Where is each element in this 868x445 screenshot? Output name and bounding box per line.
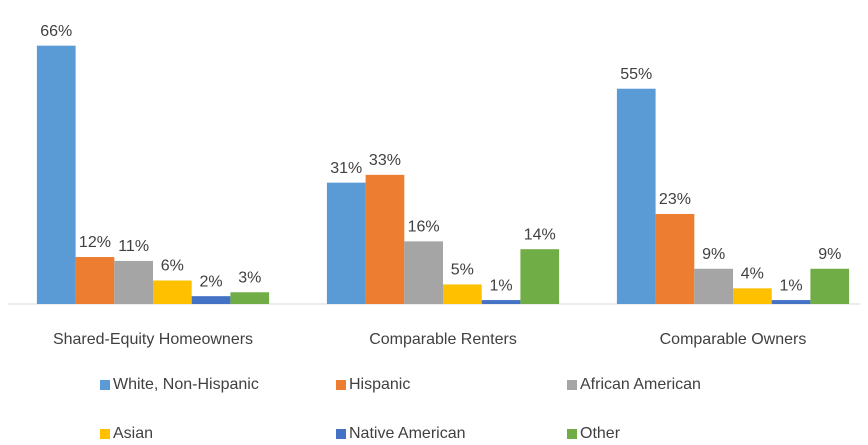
legend-swatch [336,429,346,439]
bar [655,213,695,304]
bar [191,296,231,304]
value-label: 1% [779,277,802,294]
x-tick-label: Comparable Renters [369,331,517,348]
bar [404,241,443,304]
bar [153,280,192,304]
value-label: 31% [330,160,362,177]
value-label: 2% [199,273,222,290]
bar [230,292,270,304]
value-label: 16% [408,219,440,236]
legend-swatch [567,429,577,439]
value-label: 11% [118,238,149,255]
bar [365,174,405,304]
bar [75,257,115,304]
legend-swatch [567,380,577,390]
x-tick-label: Comparable Owners [660,331,807,348]
value-label: 9% [818,246,841,263]
bar [443,284,482,304]
legend-label: Native American [349,425,466,442]
bar [36,45,76,305]
bar [114,260,153,304]
value-label: 1% [489,277,512,294]
value-label: 66% [40,23,72,40]
value-label: 23% [659,191,691,208]
bar [771,300,811,304]
value-label: 9% [702,246,725,263]
value-label: 6% [161,258,184,275]
value-label: 14% [524,226,556,243]
value-label: 33% [369,152,401,169]
legend-swatch [100,429,110,439]
value-label: 4% [741,266,764,283]
legend-swatch [336,380,346,390]
legend-label: Other [580,425,621,442]
legend-label: Asian [113,425,153,442]
bar [733,288,772,304]
value-label: 55% [620,66,652,83]
value-label: 5% [451,262,474,279]
bar [694,268,733,304]
legend-label: African American [580,376,701,393]
legend-label: Hispanic [349,376,410,393]
value-label: 3% [238,269,261,286]
bar [616,88,656,304]
bar [481,300,521,304]
bar [326,182,366,304]
legend-swatch [100,380,110,390]
bar [810,268,850,304]
x-tick-label: Shared-Equity Homeowners [53,331,253,348]
bar [520,249,560,304]
value-label: 12% [79,234,111,251]
legend-label: White, Non-Hispanic [113,376,259,393]
